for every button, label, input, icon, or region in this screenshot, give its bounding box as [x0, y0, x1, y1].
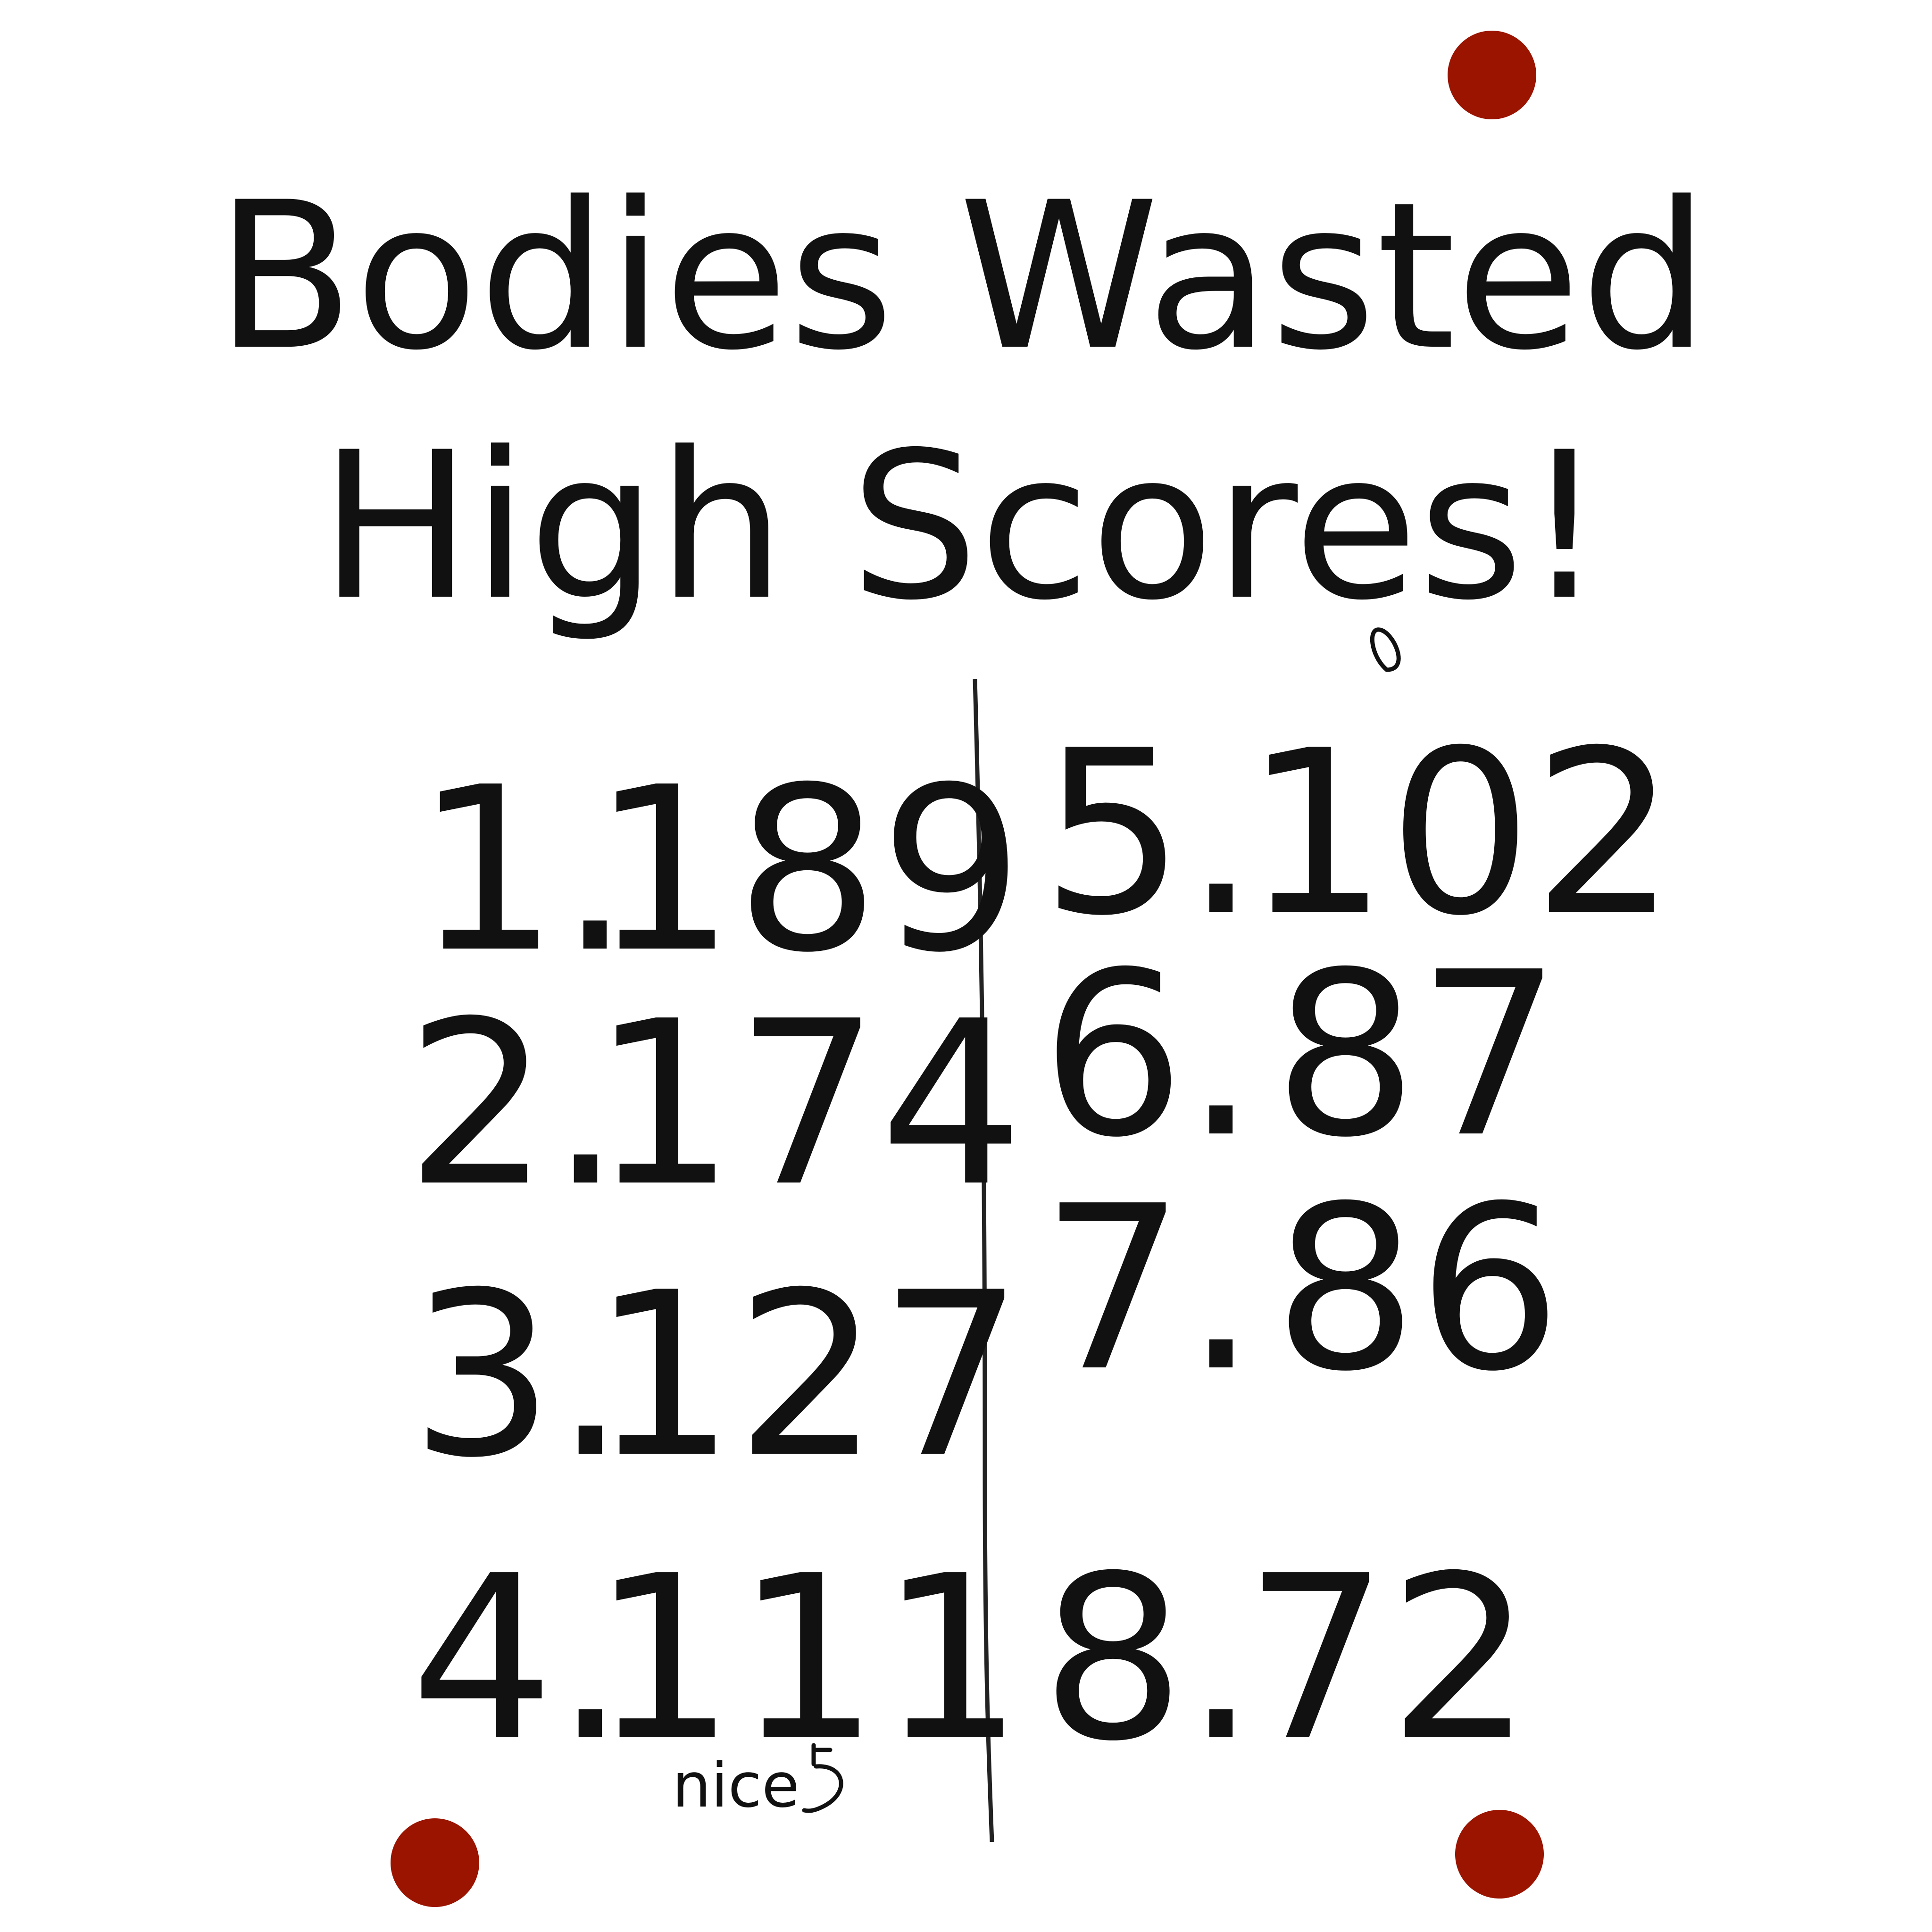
pin: [391, 1818, 479, 1907]
title-line: Bodies Wasted: [215, 159, 1709, 395]
score: 102: [1244, 702, 1676, 966]
score: 189: [591, 739, 1024, 1002]
rank: 5.: [1041, 702, 1257, 966]
score: 87: [1274, 924, 1562, 1187]
rank: 1.: [415, 739, 631, 1002]
rank: 7.: [1041, 1158, 1257, 1421]
score: 86: [1274, 1158, 1562, 1421]
pin: [1448, 31, 1536, 119]
rank: 6.: [1041, 924, 1257, 1187]
rank: 4.: [410, 1527, 626, 1791]
score-list: 1. 189 2. 174 3. 127 4. 111 5. 102 6. 87…: [406, 702, 1676, 1791]
rank: 3.: [410, 1244, 626, 1507]
smiley: [802, 1743, 843, 1813]
title-line: High Scores!: [319, 409, 1605, 645]
score: 72: [1244, 1527, 1532, 1791]
score: 111: [591, 1527, 1024, 1791]
note: nice: [672, 1749, 799, 1821]
doodle: [1370, 627, 1401, 672]
score: 127: [591, 1244, 1024, 1507]
rank: 8.: [1041, 1527, 1257, 1791]
rank: 2.: [406, 973, 622, 1236]
score: 174: [591, 973, 1024, 1236]
pin: [1455, 1810, 1544, 1899]
divider: [973, 679, 994, 1842]
